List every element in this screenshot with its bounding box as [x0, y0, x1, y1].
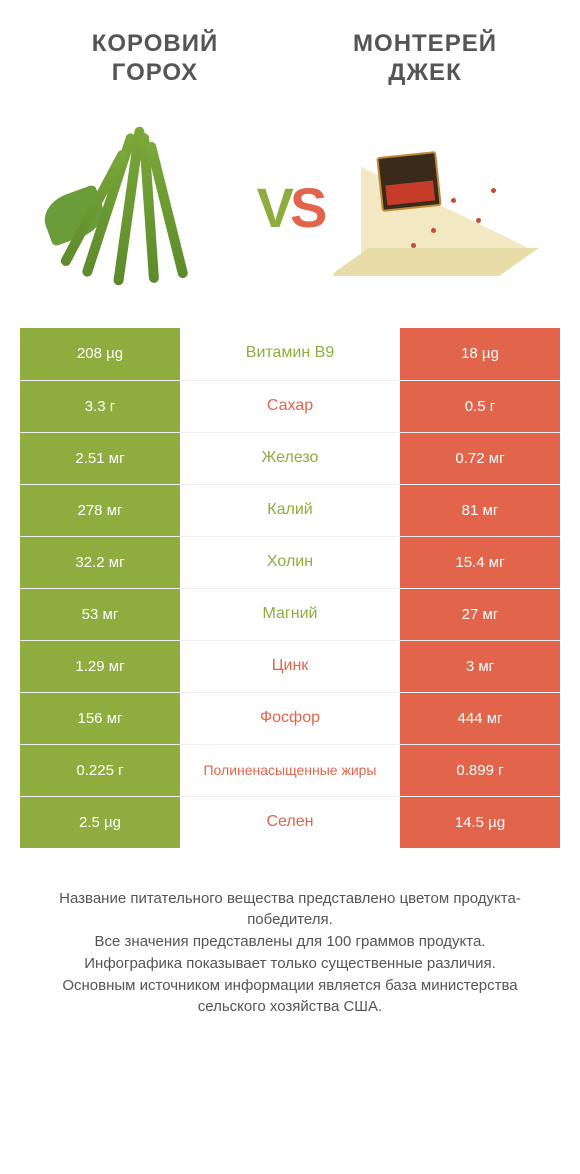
footer-line-1: Название питательного вещества представл… [28, 888, 552, 932]
table-row: 156 мгФосфор444 мг [20, 692, 560, 744]
table-row: 2.51 мгЖелезо0.72 мг [20, 432, 560, 484]
left-title-line1: КОРОВИЙ [92, 30, 219, 57]
right-product-title: МОНТЕРЕЙ ДЖЕК [290, 30, 560, 88]
cowpea-icon [34, 118, 234, 298]
table-row: 32.2 мгХолин15.4 мг [20, 536, 560, 588]
vs-label: VS [249, 175, 332, 240]
left-value: 2.51 мг [20, 433, 180, 484]
left-value: 2.5 µg [20, 797, 180, 848]
nutrient-label: Холин [180, 537, 400, 588]
right-value: 27 мг [400, 589, 560, 640]
vs-v: V [257, 176, 290, 239]
right-value: 0.899 г [400, 745, 560, 796]
right-title-line2: ДЖЕК [388, 59, 461, 86]
right-image [331, 128, 560, 288]
right-value: 3 мг [400, 641, 560, 692]
images-row: VS [0, 98, 580, 328]
left-value: 208 µg [20, 328, 180, 380]
comparison-table: 208 µgВитамин B918 µg3.3 гСахар0.5 г2.51… [0, 328, 580, 848]
vs-s: S [290, 176, 323, 239]
left-title-line2: ГОРОХ [112, 59, 198, 86]
left-product-title: КОРОВИЙ ГОРОХ [20, 30, 290, 88]
left-value: 0.225 г [20, 745, 180, 796]
footer-line-4: Основным источником информации является … [28, 975, 552, 1019]
table-row: 278 мгКалий81 мг [20, 484, 560, 536]
right-value: 0.72 мг [400, 433, 560, 484]
cheese-icon [351, 128, 541, 288]
header: КОРОВИЙ ГОРОХ МОНТЕРЕЙ ДЖЕК [0, 0, 580, 98]
table-row: 53 мгМагний27 мг [20, 588, 560, 640]
right-value: 14.5 µg [400, 797, 560, 848]
nutrient-label: Цинк [180, 641, 400, 692]
nutrient-label: Витамин B9 [180, 328, 400, 380]
nutrient-label: Калий [180, 485, 400, 536]
left-value: 32.2 мг [20, 537, 180, 588]
nutrient-label: Полиненасыщенные жиры [180, 745, 400, 796]
table-row: 0.225 гПолиненасыщенные жиры0.899 г [20, 744, 560, 796]
right-value: 15.4 мг [400, 537, 560, 588]
nutrient-label: Фосфор [180, 693, 400, 744]
right-value: 444 мг [400, 693, 560, 744]
left-image [20, 118, 249, 298]
nutrient-label: Железо [180, 433, 400, 484]
footer-line-2: Все значения представлены для 100 граммо… [28, 931, 552, 953]
left-value: 156 мг [20, 693, 180, 744]
table-row: 1.29 мгЦинк3 мг [20, 640, 560, 692]
left-value: 53 мг [20, 589, 180, 640]
right-value: 0.5 г [400, 381, 560, 432]
nutrient-label: Селен [180, 797, 400, 848]
footer-line-3: Инфографика показывает только существенн… [28, 953, 552, 975]
left-value: 278 мг [20, 485, 180, 536]
left-value: 3.3 г [20, 381, 180, 432]
table-row: 208 µgВитамин B918 µg [20, 328, 560, 380]
right-title-line1: МОНТЕРЕЙ [353, 30, 497, 57]
table-row: 3.3 гСахар0.5 г [20, 380, 560, 432]
nutrient-label: Сахар [180, 381, 400, 432]
footer-notes: Название питательного вещества представл… [0, 848, 580, 1019]
table-row: 2.5 µgСелен14.5 µg [20, 796, 560, 848]
left-value: 1.29 мг [20, 641, 180, 692]
right-value: 18 µg [400, 328, 560, 380]
right-value: 81 мг [400, 485, 560, 536]
nutrient-label: Магний [180, 589, 400, 640]
